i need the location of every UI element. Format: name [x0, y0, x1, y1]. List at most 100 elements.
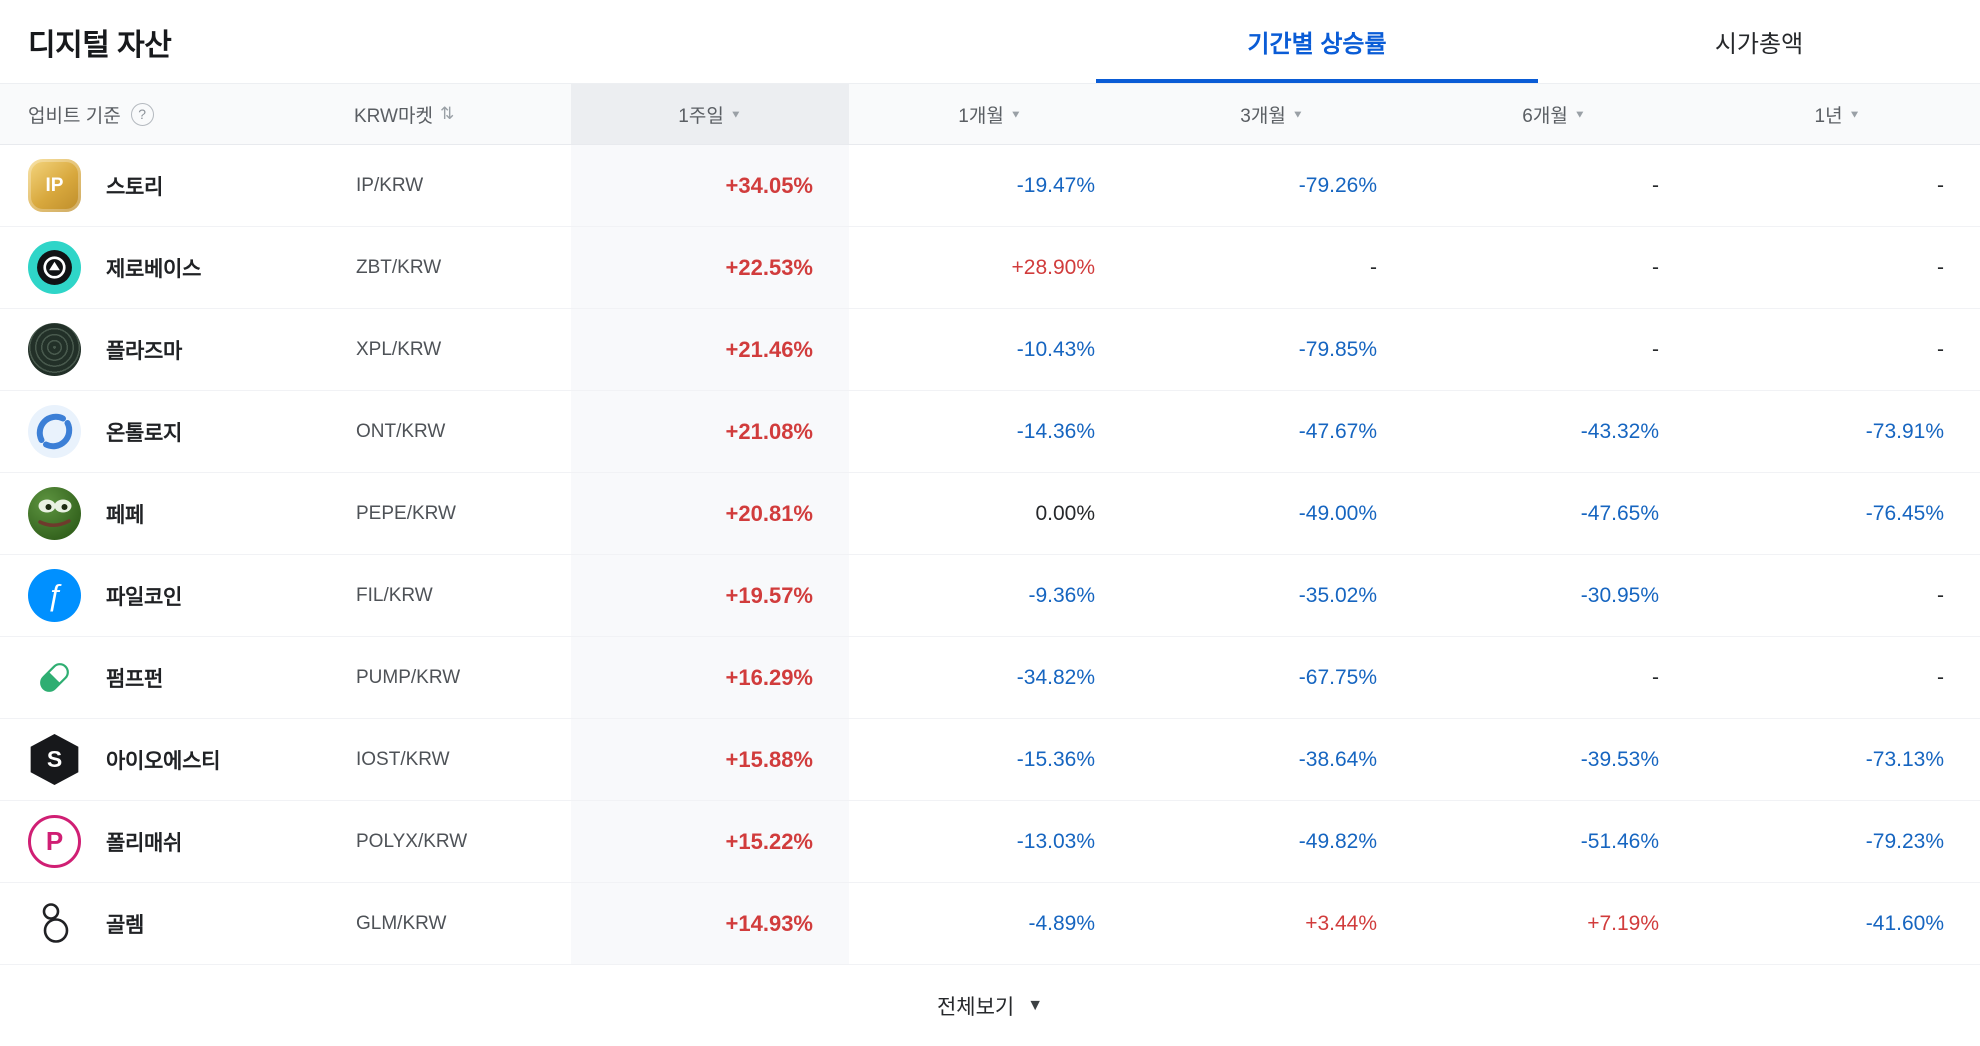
market-pair: GLM/KRW — [356, 912, 447, 934]
column-label: 3개월 — [1240, 105, 1286, 127]
coin-letter: ƒ — [46, 578, 63, 612]
change-1w: +14.93% — [571, 883, 849, 964]
table-row[interactable]: 골렘 GLM/KRW +14.93% -4.89% +3.44% +7.19% … — [0, 883, 1980, 965]
filecoin-coin-icon: ƒ — [28, 569, 81, 622]
change-1y: -73.13% — [1865, 747, 1944, 771]
change-6m: - — [1652, 337, 1659, 361]
change-3m: -35.02% — [1298, 583, 1377, 607]
coin-name: 펌프펀 — [106, 667, 164, 691]
change-1w: +15.22% — [571, 801, 849, 882]
change-1m: -34.82% — [1016, 665, 1095, 689]
help-icon[interactable]: ? — [130, 102, 154, 126]
tab-period-change[interactable]: 기간별 상승률 — [1096, 0, 1538, 83]
table-row[interactable]: S 아이오에스티 IOST/KRW +15.88% -15.36% -38.64… — [0, 719, 1980, 801]
ontology-coin-icon — [28, 405, 81, 458]
column-header-1w[interactable]: 1주일 ▼ — [571, 84, 849, 144]
change-6m: -43.32% — [1580, 419, 1659, 443]
view-all-label: 전체보기 — [936, 995, 1015, 1019]
change-1y: - — [1937, 337, 1944, 361]
change-6m: - — [1652, 173, 1659, 197]
market-pair: POLYX/KRW — [356, 830, 468, 852]
table-row[interactable]: IP 스토리 IP/KRW +34.05% -19.47% -79.26% - … — [0, 145, 1980, 227]
change-6m: - — [1652, 255, 1659, 279]
market-label: KRW마켓 — [354, 105, 433, 127]
basis-label: 업비트 기준 — [28, 105, 121, 127]
change-3m: -79.85% — [1298, 337, 1377, 361]
tabs: 기간별 상승률 시가총액 — [1096, 0, 1980, 83]
change-6m: -51.46% — [1580, 829, 1659, 853]
column-header-1y[interactable]: 1년 ▼ — [1695, 84, 1980, 144]
pumpfun-coin-icon — [28, 651, 81, 704]
table-row[interactable]: 플라즈마 XPL/KRW +21.46% -10.43% -79.85% - - — [0, 309, 1980, 391]
change-1m: 0.00% — [1035, 501, 1095, 525]
change-1w: +20.81% — [571, 473, 849, 554]
change-3m: -47.67% — [1298, 419, 1377, 443]
tab-market-cap[interactable]: 시가총액 — [1714, 31, 1804, 58]
change-1w: +21.46% — [571, 309, 849, 390]
change-1m: -4.89% — [1028, 911, 1095, 935]
change-1w: +21.08% — [571, 391, 849, 472]
caret-down-icon: ▼ — [1027, 996, 1044, 1014]
change-6m: - — [1652, 665, 1659, 689]
table-row[interactable]: 펌프펀 PUMP/KRW +16.29% -34.82% -67.75% - - — [0, 637, 1980, 719]
page-title: 디지털 자산 — [28, 28, 172, 62]
coin-name: 아이오에스티 — [106, 749, 221, 773]
change-1w: +22.53% — [571, 227, 849, 308]
change-1y: - — [1937, 255, 1944, 279]
column-label: 1개월 — [958, 105, 1004, 127]
change-1m: +28.90% — [1011, 255, 1096, 279]
change-3m: -38.64% — [1298, 747, 1377, 771]
help-glyph: ? — [138, 106, 147, 122]
caret-down-icon: ▼ — [1291, 108, 1304, 120]
column-header-3m[interactable]: 3개월 ▼ — [1131, 84, 1413, 144]
change-3m: -79.26% — [1298, 173, 1377, 197]
coin-letter: P — [45, 826, 64, 856]
coin-name: 파일코인 — [106, 585, 183, 609]
topbar: 디지털 자산 기간별 상승률 시가총액 — [0, 0, 1980, 83]
change-3m: -49.82% — [1298, 829, 1377, 853]
coin-name: 플라즈마 — [106, 339, 183, 363]
sort-icon: ⇅ — [439, 104, 455, 123]
coin-name: 골렘 — [106, 913, 145, 937]
market-pair: PUMP/KRW — [356, 666, 461, 688]
table-header: 업비트 기준 ? KRW마켓 ⇅ 1주일 ▼ 1개월 ▼ 3개월 ▼ 6개월 ▼… — [0, 83, 1980, 145]
change-1m: -14.36% — [1016, 419, 1095, 443]
change-1y: -76.45% — [1865, 501, 1944, 525]
change-1y: - — [1937, 173, 1944, 197]
table-row[interactable]: 온톨로지 ONT/KRW +21.08% -14.36% -47.67% -43… — [0, 391, 1980, 473]
market-pair: IP/KRW — [356, 174, 424, 196]
coin-name: 폴리매쉬 — [106, 831, 183, 855]
change-1y: - — [1937, 583, 1944, 607]
column-label: 1주일 — [678, 105, 724, 127]
zerobase-coin-icon — [28, 241, 81, 294]
change-1y: - — [1937, 665, 1944, 689]
caret-down-icon: ▼ — [1848, 108, 1861, 120]
change-3m: +3.44% — [1305, 911, 1377, 935]
polymesh-coin-icon: P — [28, 815, 81, 868]
iost-coin-icon: S — [30, 734, 79, 785]
coin-name: 스토리 — [106, 175, 164, 199]
column-label: 6개월 — [1522, 105, 1568, 127]
change-1y: -73.91% — [1865, 419, 1944, 443]
caret-down-icon: ▼ — [1573, 108, 1586, 120]
story-coin-icon: IP — [28, 159, 81, 212]
table-row[interactable]: 제로베이스 ZBT/KRW +22.53% +28.90% - - - — [0, 227, 1980, 309]
table-row[interactable]: P 폴리매쉬 POLYX/KRW +15.22% -13.03% -49.82%… — [0, 801, 1980, 883]
table-row[interactable]: ƒ 파일코인 FIL/KRW +19.57% -9.36% -35.02% -3… — [0, 555, 1980, 637]
market-pair: ONT/KRW — [356, 420, 446, 442]
coin-name: 제로베이스 — [106, 257, 202, 281]
column-header-6m[interactable]: 6개월 ▼ — [1413, 84, 1695, 144]
table-row[interactable]: 페페 PEPE/KRW +20.81% 0.00% -49.00% -47.65… — [0, 473, 1980, 555]
golem-coin-icon — [28, 897, 81, 950]
coin-name: 페페 — [106, 503, 145, 527]
column-header-1m[interactable]: 1개월 ▼ — [849, 84, 1131, 144]
pepe-coin-icon — [28, 487, 81, 540]
market-sort-header[interactable]: KRW마켓 ⇅ — [354, 84, 571, 144]
market-pair: PEPE/KRW — [356, 502, 456, 524]
coin-letter: IP — [45, 174, 64, 196]
change-1m: -15.36% — [1016, 747, 1095, 771]
change-1w: +16.29% — [571, 637, 849, 718]
change-3m: - — [1370, 255, 1377, 279]
view-all-button[interactable]: 전체보기 ▼ — [0, 965, 1980, 1046]
